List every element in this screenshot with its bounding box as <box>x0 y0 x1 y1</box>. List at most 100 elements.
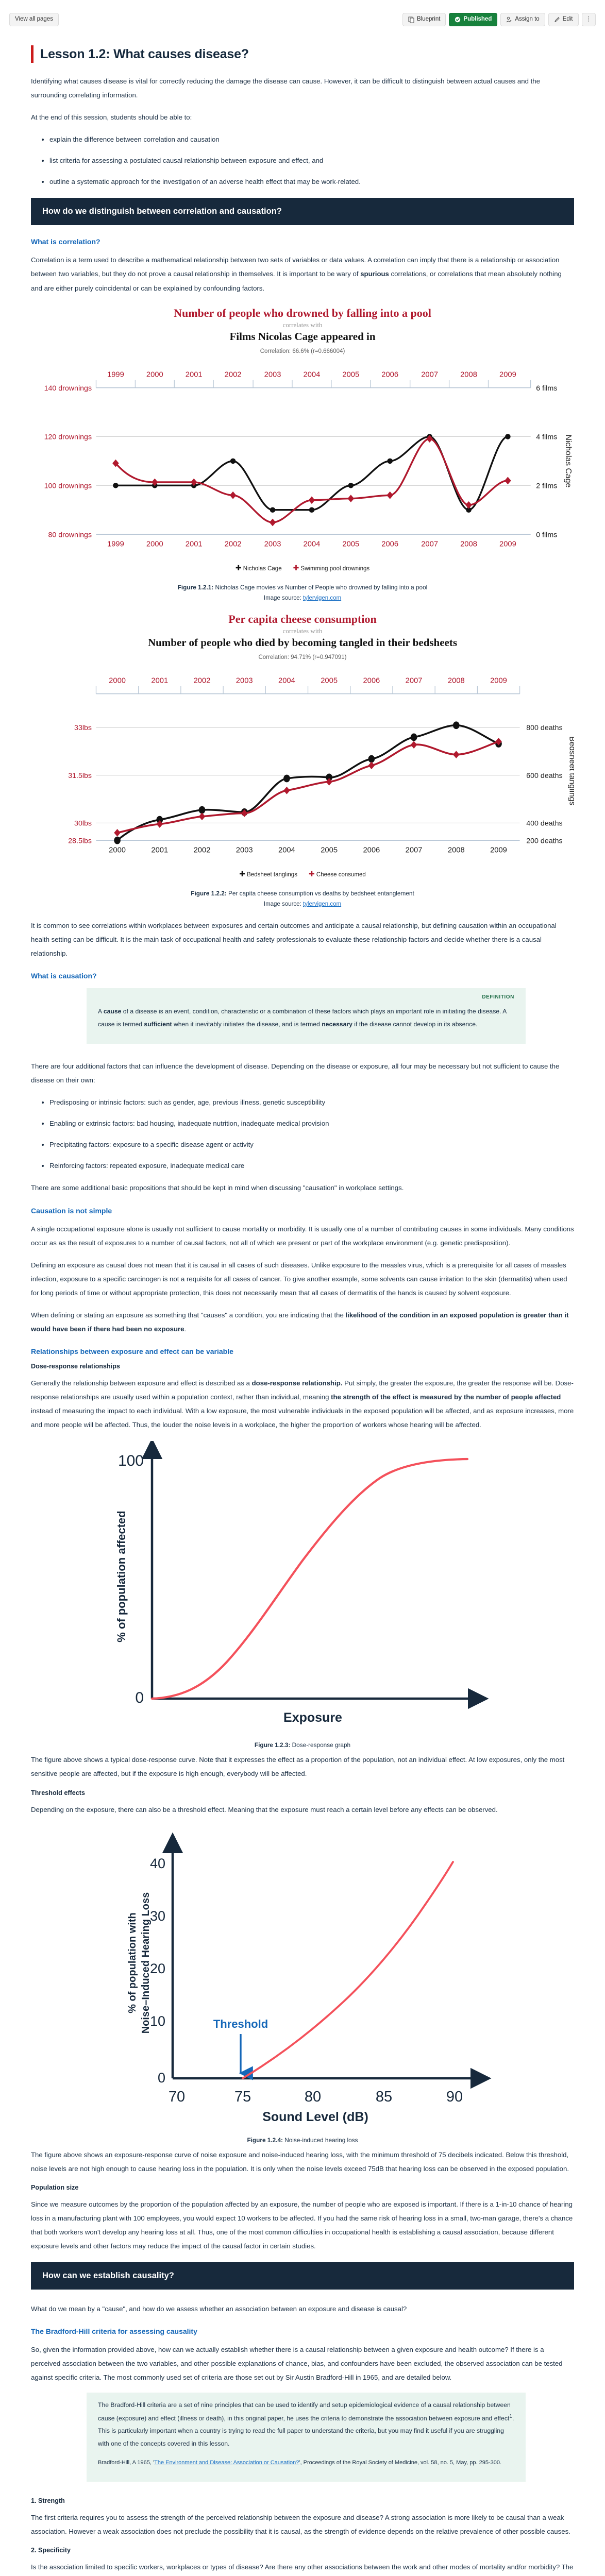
figure-label: Figure 1.2.3: <box>254 1741 291 1749</box>
svg-text:2002: 2002 <box>194 846 211 855</box>
svg-text:2009: 2009 <box>499 371 516 379</box>
svg-text:2009: 2009 <box>490 846 507 855</box>
chart1-correlation: Correlation: 66.6% (r=0.666004) <box>260 348 345 355</box>
svg-text:1999: 1999 <box>107 540 124 548</box>
criterion-title: Strength <box>38 2497 65 2505</box>
svg-text:Noise–Induced Hearing Loss: Noise–Induced Hearing Loss <box>140 1892 152 2033</box>
svg-text:2005: 2005 <box>342 540 359 548</box>
page-title: Lesson 1.2: What causes disease? <box>40 46 249 61</box>
svg-text:800 deaths: 800 deaths <box>526 724 562 733</box>
paragraph-propositions: There are some additional basic proposit… <box>31 1184 404 1192</box>
person-add-icon <box>506 16 512 23</box>
legend-label: Swimming pool drownings <box>300 565 370 572</box>
svg-text:600 deaths: 600 deaths <box>526 772 562 780</box>
svg-text:0: 0 <box>158 2070 165 2086</box>
heading-causation-not-simple: Causation is not simple <box>31 1206 112 1215</box>
edit-label: Edit <box>562 16 573 23</box>
legend-marker-black-icon: ✚ <box>235 563 242 572</box>
svg-text:100: 100 <box>118 1452 144 1469</box>
bradford-citation: Bradford-Hill, A 1965, 'The Environment … <box>98 2457 514 2468</box>
svg-text:85: 85 <box>376 2089 392 2105</box>
svg-text:120 drownings: 120 drownings <box>44 433 92 442</box>
dose-bold-2: the strength of the effect is measured b… <box>331 1393 561 1401</box>
chart2-legend: ✚ Bedsheet tanglings ✚ Cheese consumed <box>31 870 574 878</box>
svg-text:2001: 2001 <box>186 540 203 548</box>
figure-text: Dose-response graph <box>290 1741 351 1749</box>
bradford-hill-paper-link[interactable]: The Environment and Disease: Association… <box>154 2460 299 2466</box>
four-factors-list: Predisposing or intrinsic factors: such … <box>31 1095 574 1173</box>
heading-relationships-variable: Relationships between exposure and effec… <box>31 1347 233 1355</box>
figure-text: Nicholas Cage movies vs Number of People… <box>213 583 428 591</box>
section-banner-correlation: How do we distinguish between correlatio… <box>31 198 574 226</box>
chart-nicolas-cage: Number of people who drowned by falling … <box>31 307 574 572</box>
heading-what-is-correlation: What is correlation? <box>31 238 100 246</box>
heading-dose-response: Dose-response relationships <box>31 1362 120 1370</box>
svg-text:2008: 2008 <box>460 371 477 379</box>
heading-threshold-effects: Threshold effects <box>31 1789 85 1797</box>
svg-text:Sound Level (dB): Sound Level (dB) <box>262 2110 368 2124</box>
cite-a: Bradford-Hill, A 1965, ' <box>98 2460 155 2466</box>
paragraph-criterion-1: The first criteria requires you to asses… <box>31 2514 570 2536</box>
view-all-pages-button[interactable]: View all pages <box>9 13 59 26</box>
objectives-list: explain the difference between correlati… <box>31 132 574 189</box>
svg-text:2007: 2007 <box>421 371 438 379</box>
svg-text:2001: 2001 <box>151 677 168 685</box>
legend-item-cheese-consumed: ✚ Cheese consumed <box>309 870 366 878</box>
heading-criterion-1: 1. Strength <box>31 2497 65 2505</box>
svg-text:Bedsheet tanglings: Bedsheet tanglings <box>568 736 574 805</box>
svg-text:% of population with: % of population with <box>127 1912 138 2013</box>
edit-button[interactable]: Edit <box>548 13 579 26</box>
svg-text:31.5lbs: 31.5lbs <box>68 772 92 780</box>
bh-c: . This is particularly important when a … <box>98 2414 514 2447</box>
svg-text:28.5lbs: 28.5lbs <box>68 837 92 845</box>
pencil-icon <box>554 16 560 23</box>
check-circle-icon <box>455 16 461 23</box>
svg-text:% of population affected: % of population affected <box>115 1511 128 1642</box>
list-item: explain the difference between correlati… <box>49 132 574 146</box>
paragraph-population-size: Since we measure outcomes by the proport… <box>31 2200 573 2250</box>
cite-c: ', Proceedings of the Royal Society of M… <box>299 2460 502 2466</box>
bradford-hill-callout: The Bradford-Hill criteria are a set of … <box>87 2393 526 2482</box>
ns3-a: When defining or stating an exposure as … <box>31 1311 346 1319</box>
svg-text:0 films: 0 films <box>536 531 557 539</box>
paragraph-bradford-1: So, given the information provided above… <box>31 2346 563 2382</box>
list-item: Reinforcing factors: repeated exposure, … <box>49 1159 574 1173</box>
def-e: if the disease cannot develop in its abs… <box>352 1020 478 1028</box>
figure-text: Per capita cheese consumption vs deaths … <box>226 889 414 897</box>
dose-c: Put simply, the greater the exposure, th… <box>31 1379 574 1401</box>
chart2-correlation: Correlation: 94.71% (r=0.947091) <box>258 654 347 661</box>
page-toolbar: View all pages Blueprint Published Assig… <box>0 0 605 32</box>
legend-label: Cheese consumed <box>316 871 366 878</box>
paragraph-not-simple-3: When defining or stating an exposure as … <box>31 1308 574 1336</box>
source-link[interactable]: tylervigen.com <box>302 595 342 601</box>
chart1-title2: Films Nicolas Cage appeared in <box>229 330 376 343</box>
svg-text:30lbs: 30lbs <box>74 820 92 828</box>
list-item: Precipitating factors: exposure to a spe… <box>49 1138 574 1151</box>
chart2-subtitle: correlates with <box>282 627 323 635</box>
assign-to-button[interactable]: Assign to <box>500 13 545 26</box>
objectives-lead: At the end of this session, students sho… <box>31 113 192 122</box>
blueprint-icon <box>408 16 414 23</box>
svg-text:2004: 2004 <box>304 371 321 379</box>
svg-text:30: 30 <box>150 1908 165 1924</box>
chart1-subtitle: correlates with <box>282 320 323 329</box>
chart1-legend: ✚ Nicholas Cage ✚ Swimming pool drowning… <box>31 564 574 572</box>
svg-text:2005: 2005 <box>321 846 338 855</box>
paragraph-four-factors: There are four additional factors that c… <box>31 1062 560 1084</box>
source-link[interactable]: tylervigen.com <box>302 901 342 908</box>
criterion-title: Specificity <box>38 2547 71 2554</box>
definition-tag: DEFINITION <box>482 994 514 1001</box>
figure-label: Figure 1.2.2: <box>191 889 227 897</box>
definition-callout: DEFINITION A cause of a disease is an ev… <box>87 988 526 1044</box>
svg-text:2002: 2002 <box>225 540 242 548</box>
blueprint-button[interactable]: Blueprint <box>402 13 446 26</box>
list-item: list criteria for assessing a postulated… <box>49 154 574 167</box>
figure-1-2-1-source: Image source: tylervigen.com <box>31 595 574 601</box>
heading-what-is-causation: What is causation? <box>31 972 97 980</box>
published-button[interactable]: Published <box>449 13 498 26</box>
more-options-button[interactable]: ⋮ <box>581 13 596 26</box>
legend-marker-red-icon: ✚ <box>293 563 299 572</box>
source-prefix: Image source: <box>263 901 303 908</box>
paragraph-criterion-2: Is the association limited to specific w… <box>31 2563 574 2571</box>
